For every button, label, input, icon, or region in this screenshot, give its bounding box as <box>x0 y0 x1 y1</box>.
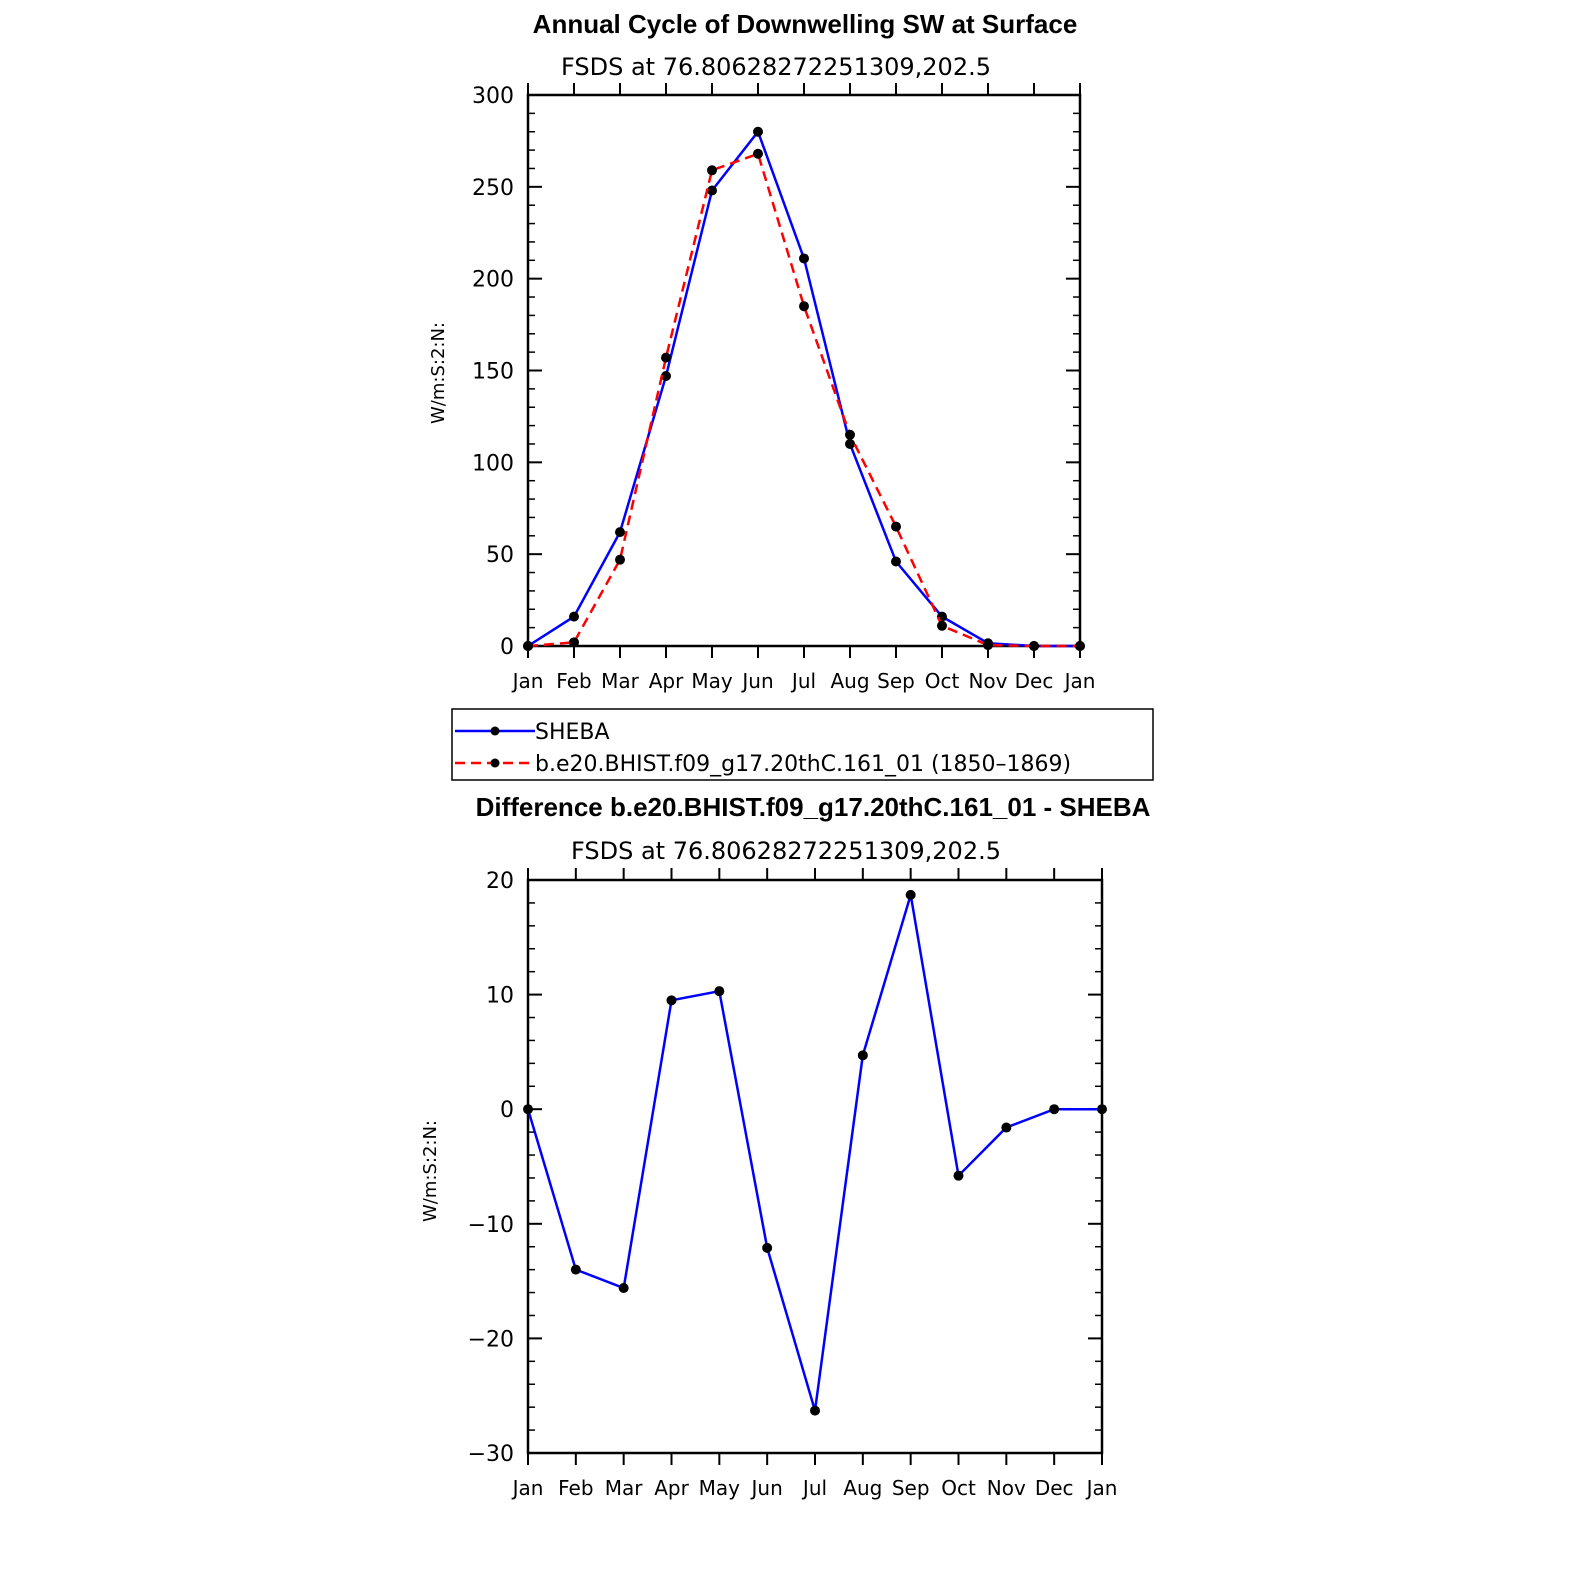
chart1-subtitle: FSDS at 76.80628272251309,202.5 <box>561 53 991 81</box>
chart1-series-1-point <box>661 352 671 363</box>
chart1-ytick-label: 0 <box>500 635 514 660</box>
chart2-xtick-label: Sep <box>892 1476 930 1500</box>
chart1-series-0-point <box>891 556 901 567</box>
chart1-series-0-line <box>527 129 1080 648</box>
chart2-xtick-label: Nov <box>987 1476 1026 1500</box>
chart1-xtick-label: Apr <box>649 669 684 693</box>
chart2-series-0-line <box>526 894 1102 1411</box>
chart1-series-1-point <box>615 554 625 565</box>
chart2-ytick-label: 20 <box>486 869 514 894</box>
chart1-ytick-label: 300 <box>472 84 514 109</box>
chart1-series-1-point <box>845 429 855 440</box>
chart2-xtick-label: Dec <box>1035 1476 1074 1500</box>
chart1-ytick-label: 200 <box>472 268 514 293</box>
chart2-series-0-point <box>666 995 677 1006</box>
legend-marker-sheba <box>490 726 500 736</box>
legend-box <box>451 708 1154 781</box>
chart1-ytick-label: 100 <box>472 451 514 476</box>
chart2-xtick-label: Aug <box>843 1476 882 1500</box>
chart1-series-1-point <box>569 637 579 648</box>
chart2-xtick-label: Jan <box>1085 1476 1118 1500</box>
chart1-series-1-point <box>707 165 717 176</box>
chart1-series-1-point <box>983 640 993 651</box>
chart2-frame <box>526 878 1104 1455</box>
chart1-ylabel: W/m:S:2:N: <box>428 322 449 424</box>
chart1-series-1-point <box>523 641 533 651</box>
chart1-ytick-label: 50 <box>486 543 514 568</box>
chart2-series-0-point <box>714 986 725 997</box>
chart1-xtick-label: Jan <box>511 669 544 693</box>
chart2-series-0-point <box>618 1282 629 1293</box>
chart2-series-0-point <box>762 1242 773 1253</box>
chart1-series-0-point <box>799 253 809 264</box>
chart1-series-1-point <box>753 148 763 159</box>
chart2-series-0-point <box>1097 1104 1107 1115</box>
chart2-ytick-label: 0 <box>500 1098 514 1123</box>
chart2-xtick-label: Jul <box>801 1476 827 1500</box>
chart2-xtick-label: Feb <box>558 1476 593 1500</box>
chart1-series-1-point <box>1075 641 1085 651</box>
legend-label-sheba: SHEBA <box>535 720 610 745</box>
legend-marker-model <box>490 758 500 768</box>
chart2-ytick-label: 10 <box>486 984 514 1009</box>
chart2-ytick-label: −20 <box>468 1327 514 1352</box>
chart1-xtick-label: Jul <box>790 669 816 693</box>
chart2-xtick-label: Mar <box>605 1476 644 1500</box>
chart1-series-1-point <box>799 301 809 312</box>
chart1-series-1-point <box>1029 641 1039 651</box>
chart2-xtick-label: Jun <box>750 1476 783 1500</box>
chart1-series-1-point <box>891 521 901 532</box>
chart1-plot: 0 50 100 150 200 250 300 Jan Feb Mar Apr May Jun Jul A… <box>472 83 1095 693</box>
legend: SHEBA b.e20.BHIST.f09_g17.20thC.161_01 (… <box>451 708 1154 781</box>
chart2-title: Difference b.e20.BHIST.f09_g17.20thC.161… <box>476 792 1151 822</box>
chart2-plot: −30 −20 −10 0 10 20 Jan Feb Mar Apr May Jun Jul Aug Se… <box>468 868 1118 1500</box>
chart1-xtick-label: Nov <box>968 669 1007 693</box>
chart1-series-0-point <box>661 371 671 382</box>
chart2-subtitle: FSDS at 76.80628272251309,202.5 <box>571 837 1001 865</box>
chart1-series-0-point <box>569 611 579 622</box>
chart1-xtick-label: Dec <box>1015 669 1054 693</box>
chart2-series-0-point <box>905 889 916 900</box>
chart1-xtick-label: Sep <box>877 669 915 693</box>
chart1-series-0-point <box>845 438 855 449</box>
chart2-series-0-point <box>953 1170 964 1181</box>
chart2-series-0-point <box>1049 1104 1060 1115</box>
chart1-xtick-label: Oct <box>925 669 960 693</box>
chart1-series-0-point <box>753 126 763 137</box>
chart2-xtick-label: Apr <box>654 1476 689 1500</box>
chart1-series-1-point <box>937 620 947 631</box>
chart2-xtick-label: May <box>699 1476 741 1500</box>
chart1-xtick-label: Jun <box>740 669 773 693</box>
chart1-xtick-label: Jan <box>1063 669 1096 693</box>
chart2-ylabel: W/m:S:2:N: <box>420 1120 441 1222</box>
chart1-xtick-label: May <box>691 669 733 693</box>
chart2-ytick-label: −30 <box>468 1442 514 1467</box>
chart1-xtick-label: Feb <box>556 669 591 693</box>
chart2-series-0-point <box>810 1405 820 1416</box>
chart2-series-0-point <box>857 1050 868 1061</box>
legend-label-model: b.e20.BHIST.f09_g17.20thC.161_01 (1850–1… <box>535 752 1071 777</box>
chart1-series-1-line <box>527 152 1080 648</box>
chart1-series-0-point <box>615 527 625 538</box>
chart2-xtick-label: Oct <box>941 1476 976 1500</box>
chart1-xtick-label: Mar <box>601 669 640 693</box>
chart2-xtick-label: Jan <box>511 1476 544 1500</box>
chart1-series-0-point <box>707 185 717 196</box>
chart1-ytick-label: 250 <box>472 176 514 201</box>
chart1-xtick-label: Aug <box>830 669 869 693</box>
chart2-series-0-point <box>1001 1122 1012 1133</box>
chart2-ytick-label: −10 <box>468 1213 514 1238</box>
chart1-title: Annual Cycle of Downwelling SW at Surfac… <box>533 9 1078 39</box>
chart2-series-0-point <box>570 1264 581 1275</box>
chart1-ytick-label: 150 <box>472 360 514 385</box>
chart1-frame <box>526 93 1082 648</box>
chart2-series-0-point <box>523 1104 533 1115</box>
